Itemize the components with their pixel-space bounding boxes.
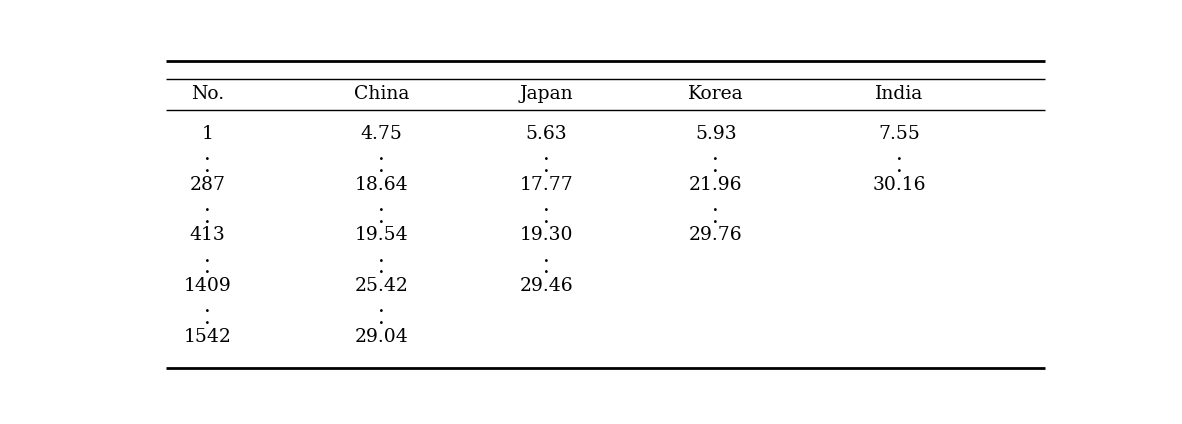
Text: 17.77: 17.77 bbox=[519, 176, 573, 194]
Text: .: . bbox=[378, 245, 384, 267]
Text: .: . bbox=[378, 206, 384, 228]
Text: .: . bbox=[204, 206, 210, 228]
Text: 19.54: 19.54 bbox=[355, 226, 408, 244]
Text: .: . bbox=[543, 245, 550, 267]
Text: .: . bbox=[713, 143, 719, 165]
Text: .: . bbox=[896, 155, 902, 177]
Text: .: . bbox=[378, 257, 384, 278]
Text: 5.63: 5.63 bbox=[526, 125, 567, 143]
Text: 29.46: 29.46 bbox=[519, 277, 573, 295]
Text: 1409: 1409 bbox=[183, 277, 232, 295]
Text: .: . bbox=[896, 143, 902, 165]
Text: 25.42: 25.42 bbox=[355, 277, 408, 295]
Text: 29.76: 29.76 bbox=[689, 226, 742, 244]
Text: 1542: 1542 bbox=[183, 328, 232, 346]
Text: .: . bbox=[204, 257, 210, 278]
Text: .: . bbox=[378, 307, 384, 329]
Text: .: . bbox=[713, 155, 719, 177]
Text: 18.64: 18.64 bbox=[355, 176, 408, 194]
Text: .: . bbox=[378, 194, 384, 216]
Text: 287: 287 bbox=[189, 176, 226, 194]
Text: 29.04: 29.04 bbox=[355, 328, 408, 346]
Text: .: . bbox=[378, 143, 384, 165]
Text: 1: 1 bbox=[201, 125, 213, 143]
Text: .: . bbox=[204, 194, 210, 216]
Text: 4.75: 4.75 bbox=[361, 125, 402, 143]
Text: .: . bbox=[204, 245, 210, 267]
Text: 7.55: 7.55 bbox=[878, 125, 920, 143]
Text: .: . bbox=[543, 194, 550, 216]
Text: .: . bbox=[378, 155, 384, 177]
Text: .: . bbox=[543, 206, 550, 228]
Text: .: . bbox=[543, 257, 550, 278]
Text: Japan: Japan bbox=[519, 85, 573, 103]
Text: Korea: Korea bbox=[688, 85, 743, 103]
Text: 30.16: 30.16 bbox=[872, 176, 926, 194]
Text: .: . bbox=[543, 143, 550, 165]
Text: No.: No. bbox=[190, 85, 223, 103]
Text: 5.93: 5.93 bbox=[695, 125, 736, 143]
Text: .: . bbox=[713, 206, 719, 228]
Text: China: China bbox=[353, 85, 409, 103]
Text: .: . bbox=[543, 155, 550, 177]
Text: .: . bbox=[204, 155, 210, 177]
Text: 19.30: 19.30 bbox=[519, 226, 573, 244]
Text: .: . bbox=[204, 143, 210, 165]
Text: .: . bbox=[378, 295, 384, 317]
Text: .: . bbox=[204, 295, 210, 317]
Text: .: . bbox=[204, 307, 210, 329]
Text: 21.96: 21.96 bbox=[689, 176, 742, 194]
Text: 413: 413 bbox=[189, 226, 225, 244]
Text: .: . bbox=[713, 194, 719, 216]
Text: India: India bbox=[875, 85, 923, 103]
